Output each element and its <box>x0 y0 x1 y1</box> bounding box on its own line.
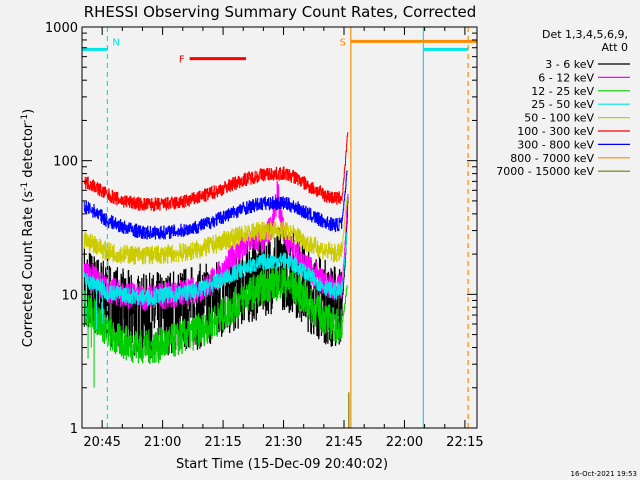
x-tick-label: 21:45 <box>325 435 362 450</box>
legend-entry-label: 50 - 100 keV <box>524 112 594 125</box>
series-line-50to100kev <box>83 198 348 265</box>
legend-entry-label: 3 - 6 keV <box>545 58 594 71</box>
flag-label-f: F <box>179 55 185 66</box>
legend-header-2: Att 0 <box>602 41 628 54</box>
y-tick-label: 1 <box>70 422 78 437</box>
legend-header-1: Det 1,3,4,5,6,9, <box>542 28 628 41</box>
timestamp: 16-Oct-2021 19:53 <box>571 470 637 478</box>
flag-label-s: S <box>339 37 345 48</box>
series-line-100to300kev <box>83 132 349 212</box>
y-axis-label-sup1: -1 <box>20 182 30 191</box>
y-tick-label: 10 <box>61 288 78 303</box>
legend-entry-label: 800 - 7000 keV <box>510 152 594 165</box>
series-line-12to25kev <box>83 265 348 364</box>
y-tick-label: 1000 <box>45 21 78 36</box>
x-tick-label: 20:45 <box>83 435 120 450</box>
x-tick-label: 21:00 <box>144 435 181 450</box>
axes: 20:45 21:00 21:15 21:30 21:45 22:00 22:15 1 10 10… <box>45 21 484 450</box>
y-axis-label-main: Corrected Count Rate (s <box>21 191 36 348</box>
series-line-300to800kev <box>83 170 348 240</box>
legend-entry-label: 6 - 12 keV <box>538 71 594 84</box>
y-axis-label-mid: detector <box>21 122 36 182</box>
y-axis-label-sup2: -1 <box>20 114 30 123</box>
series-line-25to50kev <box>83 232 348 306</box>
plot-series-group: N F S <box>82 27 477 428</box>
x-tick-label: 21:30 <box>265 435 302 450</box>
x-tick-label: 21:15 <box>204 435 241 450</box>
y-axis-label: Corrected Count Rate (s-1 detector-1) <box>20 109 36 347</box>
legend-entry-label: 25 - 50 keV <box>531 98 594 111</box>
plot-frame <box>81 26 478 429</box>
flag-label-n: N <box>112 37 119 48</box>
x-tick-label: 22:15 <box>446 435 483 450</box>
legend-entry-label: 100 - 300 keV <box>517 125 594 138</box>
x-tick-label: 22:00 <box>386 435 423 450</box>
legend-entry-label: 7000 - 15000 keV <box>496 165 594 178</box>
x-axis-label: Start Time (15-Dec-09 20:40:02) <box>176 457 388 472</box>
plot-area: N F S <box>82 27 477 428</box>
legend-entry-label: 300 - 800 keV <box>517 138 594 151</box>
chart-title: RHESSI Observing Summary Count Rates, Co… <box>84 3 477 21</box>
legend-entry-label: 12 - 25 keV <box>531 85 594 98</box>
y-tick-label: 100 <box>53 155 78 170</box>
y-axis-label-end: ) <box>21 109 36 114</box>
